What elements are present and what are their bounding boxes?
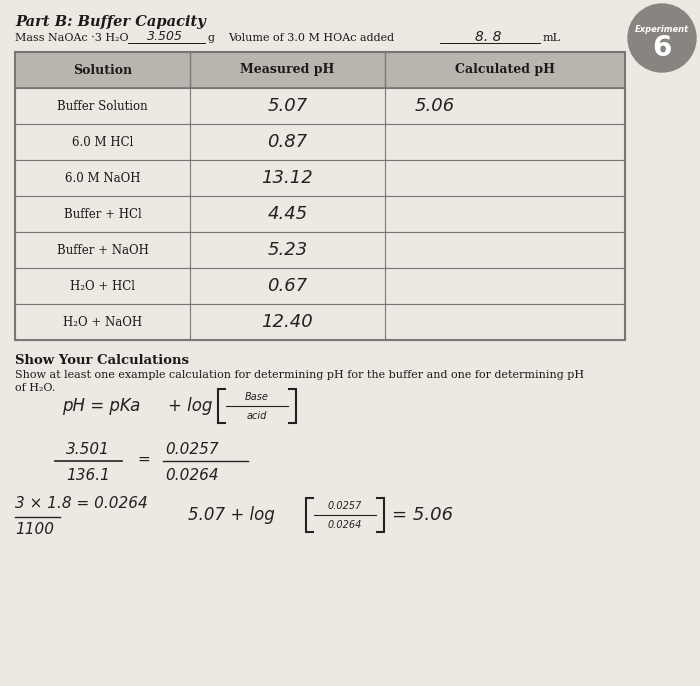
Text: Solution: Solution [73, 64, 132, 77]
Text: Buffer + NaOH: Buffer + NaOH [57, 244, 148, 257]
Text: H₂O + NaOH: H₂O + NaOH [63, 316, 142, 329]
Text: 12.40: 12.40 [262, 313, 314, 331]
Text: 0.0264: 0.0264 [328, 520, 362, 530]
Text: Measured pH: Measured pH [240, 64, 335, 77]
Text: Show at least one example calculation for determining pH for the buffer and one : Show at least one example calculation fo… [15, 370, 584, 380]
Text: pH = pKa: pH = pKa [62, 397, 141, 415]
Text: g: g [208, 33, 215, 43]
Text: 6: 6 [652, 34, 672, 62]
Text: Calculated pH: Calculated pH [455, 64, 555, 77]
Text: 4.45: 4.45 [267, 205, 307, 223]
Bar [15, 232, 625, 268]
Bar [15, 52, 625, 88]
Text: Mass NaOAc ·3 H₂O: Mass NaOAc ·3 H₂O [15, 33, 129, 43]
Bar [15, 304, 625, 340]
Text: Buffer + HCl: Buffer + HCl [64, 207, 141, 220]
Text: H₂O + HCl: H₂O + HCl [70, 279, 135, 292]
Text: Show Your Calculations: Show Your Calculations [15, 354, 189, 367]
Text: mL: mL [543, 33, 561, 43]
Text: 5.07: 5.07 [267, 97, 307, 115]
Text: Buffer Solution: Buffer Solution [57, 99, 148, 113]
Bar [15, 160, 625, 196]
Text: =: = [137, 451, 150, 466]
Text: Base: Base [245, 392, 269, 402]
Bar [15, 52, 625, 340]
Text: 0.0257: 0.0257 [328, 501, 362, 511]
Text: 1100: 1100 [15, 521, 54, 536]
Text: 6.0 M HCl: 6.0 M HCl [72, 136, 133, 148]
Text: acid: acid [247, 411, 267, 421]
Text: 136.1: 136.1 [66, 467, 110, 482]
Text: Volume of 3.0 M HOAc added: Volume of 3.0 M HOAc added [228, 33, 394, 43]
Text: 0.0264: 0.0264 [165, 467, 218, 482]
Text: = 5.06: = 5.06 [392, 506, 453, 524]
Bar [15, 124, 625, 160]
Text: 13.12: 13.12 [262, 169, 314, 187]
Text: 3.501: 3.501 [66, 442, 110, 456]
Text: 5.06: 5.06 [415, 97, 455, 115]
Text: 5.07 + log: 5.07 + log [188, 506, 274, 524]
Bar [15, 268, 625, 304]
Text: Part B: Buffer Capacity: Part B: Buffer Capacity [15, 15, 206, 29]
Text: 0.0257: 0.0257 [165, 442, 218, 456]
Text: of H₂O.: of H₂O. [15, 383, 55, 393]
Text: 3.505: 3.505 [147, 30, 183, 43]
Text: 8. 8: 8. 8 [475, 30, 501, 44]
Text: + log: + log [168, 397, 212, 415]
Circle shape [628, 4, 696, 72]
Text: 0.67: 0.67 [267, 277, 307, 295]
Bar [15, 196, 625, 232]
Text: 3 × 1.8 = 0.0264: 3 × 1.8 = 0.0264 [15, 495, 148, 510]
Text: 5.23: 5.23 [267, 241, 307, 259]
Text: 0.87: 0.87 [267, 133, 307, 151]
Text: 6.0 M NaOH: 6.0 M NaOH [64, 172, 140, 185]
Bar [15, 88, 625, 124]
Text: Experiment: Experiment [635, 25, 689, 34]
